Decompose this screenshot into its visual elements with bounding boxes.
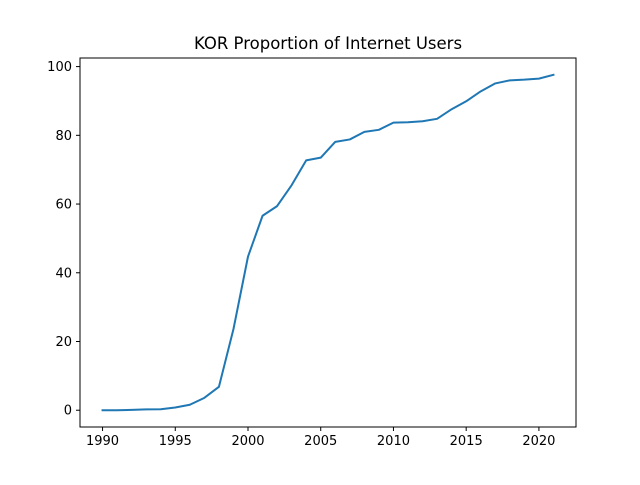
x-tick-label: 2015 (450, 434, 483, 449)
data-point (320, 157, 322, 159)
chart-title: KOR Proportion of Internet Users (194, 34, 462, 53)
axis-ticks: 1990 1995 2000 2005 2010 2015 2020 0 20 40 60 80 100 (47, 60, 555, 449)
x-tick-label: 1990 (86, 434, 119, 449)
y-tick-label: 80 (55, 129, 72, 144)
data-point (538, 78, 540, 80)
data-point (189, 404, 191, 406)
data-point (436, 118, 438, 120)
data-point (378, 129, 380, 131)
data-point (465, 100, 467, 102)
y-tick-label: 60 (55, 198, 72, 213)
data-point (363, 131, 365, 133)
x-tick-label: 2000 (231, 434, 264, 449)
data-point (494, 82, 496, 84)
data-point (218, 386, 220, 388)
data-point (334, 141, 336, 143)
data-point (203, 397, 205, 399)
data-point (349, 138, 351, 140)
data-point (276, 205, 278, 207)
data-point (145, 408, 147, 410)
y-tick-label: 100 (47, 60, 72, 75)
data-point (305, 159, 307, 161)
x-tick-label: 2010 (377, 434, 410, 449)
data-point (291, 184, 293, 186)
data-point (262, 215, 264, 217)
y-tick-label: 0 (64, 404, 72, 419)
y-tick-label: 40 (55, 266, 72, 281)
plot-frame (79, 57, 577, 428)
data-point (174, 406, 176, 408)
data-point (407, 121, 409, 123)
data-point (232, 328, 234, 330)
data-point (451, 108, 453, 110)
series-line (101, 73, 555, 412)
data-point (116, 409, 118, 411)
data-point (552, 74, 554, 76)
data-point (422, 120, 424, 122)
data-point (523, 79, 525, 81)
y-tick-label: 20 (55, 335, 72, 350)
x-tick-label: 2020 (522, 434, 555, 449)
data-point (131, 409, 133, 411)
data-point (509, 79, 511, 81)
data-point (247, 256, 249, 258)
data-point (160, 408, 162, 410)
x-tick-label: 2005 (304, 434, 337, 449)
data-point (392, 122, 394, 124)
data-point (480, 90, 482, 92)
data-point (102, 409, 104, 411)
plot-area (101, 73, 555, 412)
x-tick-label: 1995 (159, 434, 192, 449)
